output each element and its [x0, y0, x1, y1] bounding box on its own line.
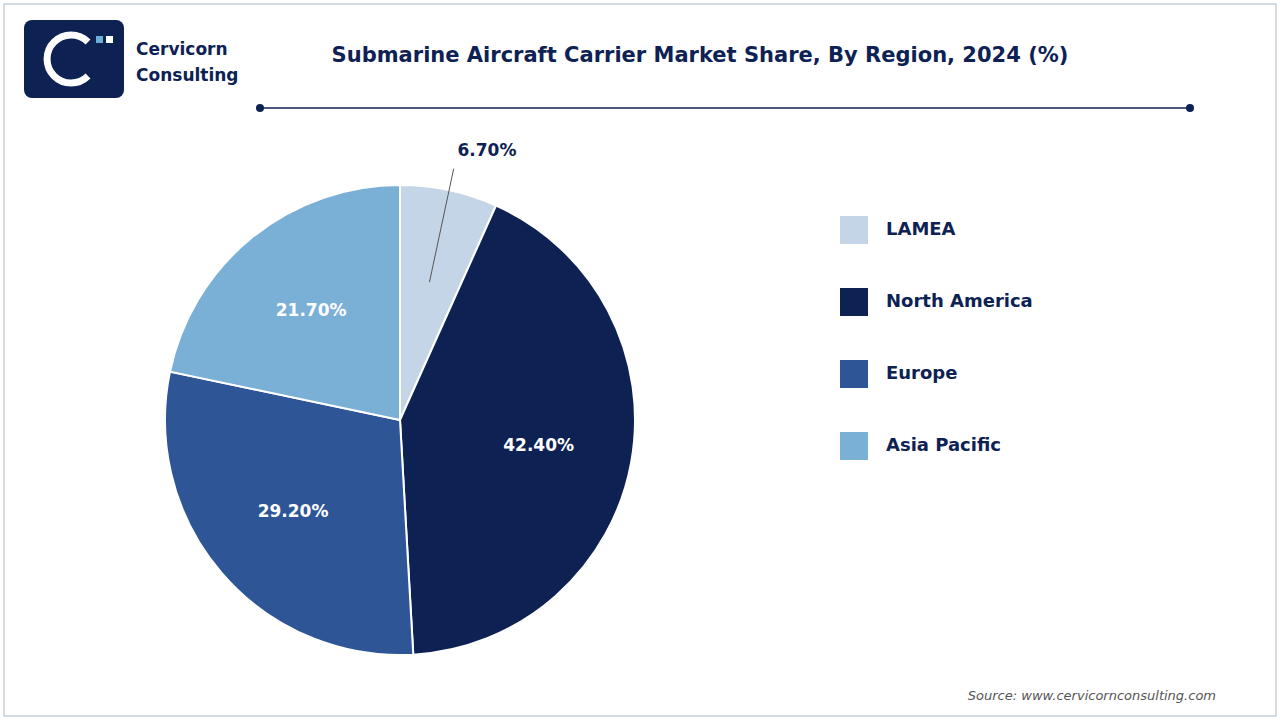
- rule-dot: [1186, 104, 1194, 112]
- background: [0, 0, 1280, 720]
- legend-label: North America: [886, 290, 1033, 311]
- source: Source: www.cervicornconsulting.com: [968, 688, 1216, 703]
- rule-dot: [256, 104, 264, 112]
- data-label: 21.70%: [276, 300, 347, 320]
- legend-label: Asia Pacific: [886, 434, 1001, 455]
- rule: [260, 107, 1190, 109]
- logo-box: [24, 20, 124, 98]
- slice: [170, 185, 400, 420]
- logo-shape: [47, 35, 88, 83]
- legend-swatch: [840, 216, 868, 244]
- logo-text: Consulting: [136, 65, 239, 85]
- legend-swatch: [840, 360, 868, 388]
- title: Submarine Aircraft Carrier Market Share,…: [332, 43, 1069, 67]
- legend-swatch: [840, 288, 868, 316]
- legend-label: LAMEA: [886, 218, 956, 239]
- legend: LAMEA North America Europe Asia Pacific: [840, 216, 1033, 460]
- logo-shape: [106, 36, 113, 43]
- data-label: 6.70%: [457, 140, 516, 160]
- legend-label: Europe: [886, 362, 957, 383]
- data-labels: 6.70% 42.40% 29.20% 21.70%: [258, 140, 574, 521]
- data-label: 42.40%: [503, 435, 574, 455]
- slice: [400, 206, 635, 655]
- border: [4, 4, 1276, 716]
- data-label: 29.20%: [258, 501, 329, 521]
- pie: [165, 185, 635, 655]
- logo-text: Cervicorn: [136, 39, 228, 59]
- leader-line: [429, 169, 453, 282]
- chart: Cervicorn Consulting Submarine Aircraft Ca…: [0, 0, 1280, 720]
- logo-shape: [96, 36, 103, 43]
- legend-swatch: [840, 432, 868, 460]
